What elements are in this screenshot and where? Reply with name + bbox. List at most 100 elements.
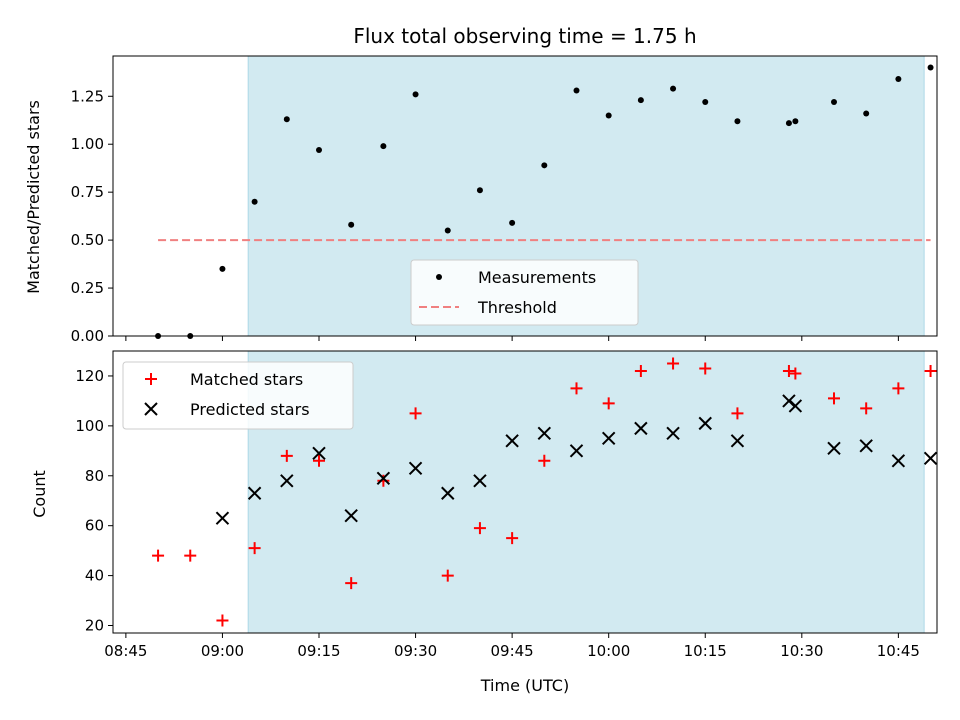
predicted-stars-point bbox=[247, 486, 262, 500]
measurement-point bbox=[792, 118, 799, 125]
predicted-stars-point bbox=[312, 446, 326, 461]
measurement-point bbox=[702, 99, 709, 106]
measurement-point bbox=[412, 91, 419, 98]
measurement-point bbox=[283, 116, 290, 123]
x-tick-label: 09:45 bbox=[491, 642, 534, 660]
predicted-stars-point bbox=[537, 426, 552, 441]
predicted-stars-point bbox=[730, 434, 745, 448]
matched-stars-point bbox=[892, 382, 905, 395]
matched-stars-point bbox=[473, 522, 486, 535]
predicted-stars-point bbox=[505, 434, 519, 448]
y-tick-label: 0.50 bbox=[71, 231, 104, 249]
measurement-point bbox=[573, 87, 580, 94]
top-y-axis-label: Matched/Predicted stars bbox=[24, 100, 43, 294]
legend-box bbox=[410, 259, 639, 326]
matched-stars-point bbox=[409, 407, 422, 420]
predicted-stars-point bbox=[923, 451, 938, 466]
predicted-stars-point bbox=[601, 431, 616, 446]
bottom-y-axis-label: Count bbox=[30, 470, 49, 518]
matched-stars-point bbox=[152, 549, 165, 562]
matched-stars-point bbox=[924, 364, 937, 377]
matched-stars-point bbox=[731, 407, 744, 420]
predicted-stars-point bbox=[441, 486, 455, 500]
predicted-stars-point bbox=[376, 471, 391, 485]
y-tick-label: 20 bbox=[85, 617, 104, 635]
measurement-point bbox=[219, 265, 226, 272]
y-tick-label: 60 bbox=[85, 517, 104, 535]
x-tick-label: 09:30 bbox=[394, 642, 437, 660]
x-axis-label: Time (UTC) bbox=[480, 676, 569, 695]
legend-label: Predicted stars bbox=[190, 400, 310, 419]
measurement-point bbox=[444, 227, 451, 234]
measurement-point bbox=[380, 143, 387, 150]
predicted-stars-point bbox=[782, 394, 796, 408]
predicted-stars-point bbox=[827, 441, 841, 456]
measurement-point bbox=[509, 219, 516, 226]
measurement-point bbox=[831, 99, 837, 106]
matched-stars-point bbox=[789, 367, 802, 380]
predicted-stars-point bbox=[569, 444, 584, 458]
observing-window-band bbox=[247, 350, 925, 634]
plot-frame bbox=[112, 350, 938, 634]
predicted-stars-point bbox=[280, 474, 294, 488]
matched-stars-point bbox=[345, 577, 358, 590]
legend-x-icon bbox=[144, 402, 158, 416]
y-tick-label: 1.00 bbox=[71, 135, 104, 153]
x-tick-label: 09:15 bbox=[297, 642, 340, 660]
matched-stars-point bbox=[441, 569, 454, 582]
matched-stars-point bbox=[506, 532, 519, 545]
chart-title: Flux total observing time = 1.75 h bbox=[353, 24, 696, 48]
measurement-point bbox=[670, 85, 677, 92]
matched-stars-point bbox=[634, 364, 647, 377]
matched-stars-point bbox=[377, 474, 390, 487]
y-tick-label: 0.25 bbox=[71, 279, 104, 297]
predicted-stars-point bbox=[666, 426, 680, 441]
matched-stars-point bbox=[828, 392, 840, 405]
predicted-stars-point bbox=[634, 421, 648, 436]
predicted-stars-point bbox=[344, 509, 358, 523]
y-tick-label: 0.75 bbox=[71, 183, 104, 201]
predicted-stars-point bbox=[408, 461, 423, 475]
measurement-point bbox=[476, 187, 483, 194]
x-tick-label: 10:15 bbox=[684, 642, 727, 660]
legend-label: Measurements bbox=[478, 268, 596, 287]
legend-plus-icon bbox=[145, 373, 157, 385]
measurement-point bbox=[785, 120, 792, 127]
measurement-point bbox=[637, 97, 644, 104]
matched-stars-point bbox=[184, 549, 197, 562]
x-tick-label: 10:00 bbox=[587, 642, 630, 660]
x-tick-label: 10:45 bbox=[877, 642, 920, 660]
y-tick-label: 80 bbox=[85, 467, 104, 485]
matched-stars-point bbox=[860, 402, 873, 415]
legend: Measurements Threshold bbox=[410, 259, 639, 326]
predicted-stars-point bbox=[473, 474, 487, 488]
matched-stars-point bbox=[248, 542, 261, 555]
measurement-point bbox=[251, 198, 258, 205]
x-tick-label: 09:00 bbox=[201, 642, 244, 660]
measurement-point bbox=[541, 162, 548, 169]
measurement-point bbox=[734, 118, 741, 125]
measurement-point bbox=[895, 76, 902, 83]
measurement-point bbox=[863, 110, 870, 117]
predicted-stars-point bbox=[698, 416, 712, 431]
measurement-point bbox=[927, 64, 934, 71]
matched-stars-point bbox=[538, 454, 551, 467]
x-tick-label: 10:30 bbox=[780, 642, 823, 660]
matched-stars-point bbox=[667, 357, 680, 370]
matched-stars-point bbox=[313, 454, 325, 467]
predicted-stars-point bbox=[859, 439, 873, 453]
measurement-point bbox=[348, 221, 355, 228]
measurement-point bbox=[605, 112, 612, 119]
y-tick-label: 1.25 bbox=[71, 87, 104, 105]
y-tick-label: 100 bbox=[75, 417, 104, 435]
matched-stars-point bbox=[782, 364, 795, 377]
matched-stars-point bbox=[280, 449, 293, 462]
y-tick-label: 0.00 bbox=[71, 327, 104, 345]
matched-stars-point bbox=[602, 397, 615, 410]
matched-stars-point bbox=[699, 362, 712, 375]
legend-label: Threshold bbox=[477, 298, 557, 317]
measurement-point bbox=[316, 146, 322, 153]
bottom-panel: 20 40 60 80 100 120 08:45 09:00 09:15 09:30 09:45 1… bbox=[75, 350, 938, 660]
legend-box bbox=[122, 361, 354, 430]
